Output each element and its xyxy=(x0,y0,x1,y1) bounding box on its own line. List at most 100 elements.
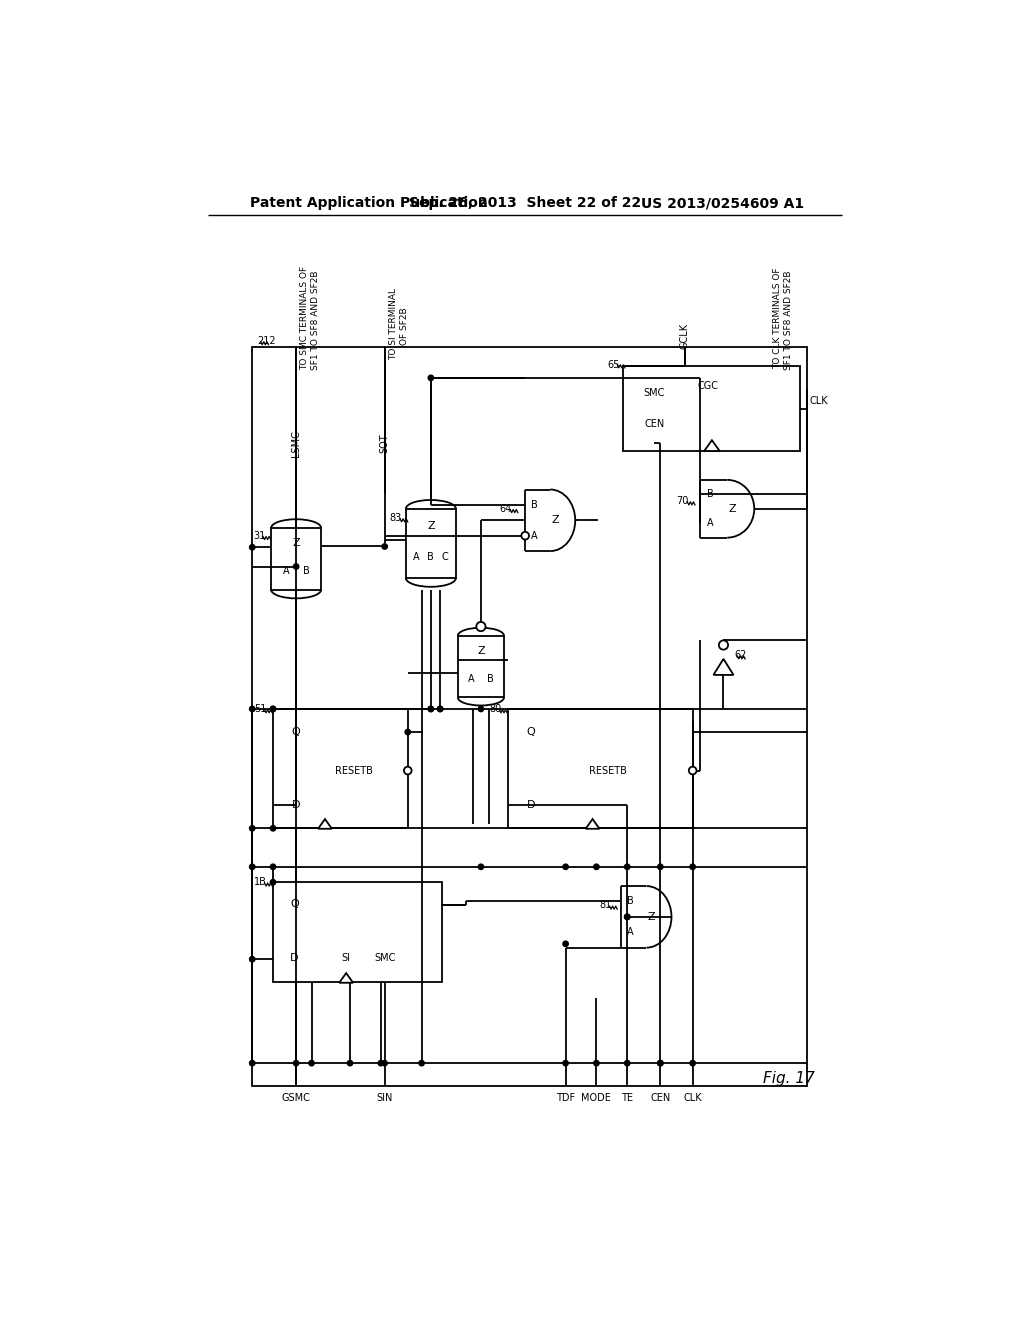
Text: 65: 65 xyxy=(607,360,620,370)
Bar xyxy=(252,347,807,1086)
Circle shape xyxy=(270,865,275,870)
Text: CLK: CLK xyxy=(683,1093,702,1102)
Circle shape xyxy=(250,1060,255,1065)
Text: Z: Z xyxy=(427,521,434,531)
Text: CEN: CEN xyxy=(644,418,665,429)
Text: 51: 51 xyxy=(255,704,267,714)
Circle shape xyxy=(378,1060,384,1065)
Text: CLK: CLK xyxy=(810,396,828,407)
Circle shape xyxy=(625,915,630,920)
Bar xyxy=(458,636,504,697)
Bar xyxy=(273,709,408,829)
Circle shape xyxy=(250,957,255,962)
Text: CEN: CEN xyxy=(650,1093,671,1102)
Polygon shape xyxy=(586,818,599,829)
Text: Fig. 17: Fig. 17 xyxy=(763,1071,815,1086)
Circle shape xyxy=(594,1060,599,1065)
Text: D: D xyxy=(526,800,536,810)
Text: TDF: TDF xyxy=(556,1093,575,1102)
Circle shape xyxy=(437,706,442,711)
Circle shape xyxy=(478,865,483,870)
Text: Q: Q xyxy=(526,727,536,737)
Text: B: B xyxy=(303,566,309,576)
Text: 31: 31 xyxy=(253,531,265,541)
Text: B: B xyxy=(707,490,714,499)
Circle shape xyxy=(563,941,568,946)
Text: RESETB: RESETB xyxy=(589,766,627,776)
Text: Z: Z xyxy=(551,515,559,525)
Circle shape xyxy=(270,879,275,884)
Circle shape xyxy=(563,1060,568,1065)
Circle shape xyxy=(625,865,630,870)
Circle shape xyxy=(250,825,255,832)
Text: TO SI TERMINAL: TO SI TERMINAL xyxy=(389,288,398,360)
Circle shape xyxy=(382,1060,387,1065)
Polygon shape xyxy=(339,973,353,983)
Bar xyxy=(273,882,442,982)
Circle shape xyxy=(270,706,275,711)
Text: Z: Z xyxy=(647,912,655,921)
Text: A: A xyxy=(283,566,290,576)
Text: SMC: SMC xyxy=(374,953,395,962)
Text: 70: 70 xyxy=(677,496,689,506)
Polygon shape xyxy=(714,659,733,675)
Circle shape xyxy=(270,706,275,711)
Text: 212: 212 xyxy=(258,335,276,346)
Circle shape xyxy=(689,767,696,775)
Text: 62: 62 xyxy=(734,649,746,660)
Text: B: B xyxy=(627,896,634,907)
Text: Sep. 26, 2013  Sheet 22 of 22: Sep. 26, 2013 Sheet 22 of 22 xyxy=(409,197,641,210)
Circle shape xyxy=(657,1060,663,1065)
Circle shape xyxy=(250,706,255,711)
Text: Z: Z xyxy=(292,539,300,548)
Circle shape xyxy=(250,545,255,550)
Circle shape xyxy=(294,564,299,569)
Text: SI: SI xyxy=(342,953,350,962)
Circle shape xyxy=(657,865,663,870)
Text: C: C xyxy=(441,552,449,562)
Text: 81: 81 xyxy=(600,900,611,911)
Text: 64: 64 xyxy=(500,504,512,513)
Circle shape xyxy=(347,1060,352,1065)
Text: TO SMC TERMINALS OF: TO SMC TERMINALS OF xyxy=(300,265,309,370)
Text: Q: Q xyxy=(290,899,299,908)
Circle shape xyxy=(406,730,411,735)
Text: SMC: SMC xyxy=(643,388,665,399)
Circle shape xyxy=(719,640,728,649)
Bar xyxy=(406,508,456,578)
Circle shape xyxy=(690,865,695,870)
Polygon shape xyxy=(705,441,720,451)
Text: A: A xyxy=(627,927,634,937)
Text: D: D xyxy=(292,800,300,810)
Circle shape xyxy=(657,1060,663,1065)
Circle shape xyxy=(428,706,433,711)
Text: LSMC: LSMC xyxy=(291,430,301,457)
Text: SF1 TO SF8 AND SF2B: SF1 TO SF8 AND SF2B xyxy=(784,271,794,370)
Circle shape xyxy=(428,706,433,711)
Circle shape xyxy=(270,825,275,832)
Text: MODE: MODE xyxy=(582,1093,611,1102)
Text: D: D xyxy=(291,953,299,962)
Text: 83: 83 xyxy=(389,513,401,523)
Bar xyxy=(508,709,692,829)
Circle shape xyxy=(382,544,387,549)
Circle shape xyxy=(563,865,568,870)
Text: SOT: SOT xyxy=(380,433,390,453)
Text: TO CLK TERMINALS OF: TO CLK TERMINALS OF xyxy=(773,267,782,368)
Circle shape xyxy=(476,622,485,631)
Text: Q: Q xyxy=(292,727,300,737)
Circle shape xyxy=(309,1060,314,1065)
Text: RESETB: RESETB xyxy=(335,766,373,776)
Circle shape xyxy=(521,532,529,540)
Circle shape xyxy=(294,1060,299,1065)
Text: 1B: 1B xyxy=(254,878,267,887)
Text: SF1 TO SF8 AND SF2B: SF1 TO SF8 AND SF2B xyxy=(311,271,319,370)
Text: CGC: CGC xyxy=(697,380,719,391)
Text: Patent Application Publication: Patent Application Publication xyxy=(250,197,487,210)
Circle shape xyxy=(625,1060,630,1065)
Circle shape xyxy=(403,767,412,775)
Text: B: B xyxy=(486,675,494,684)
Text: B: B xyxy=(530,500,538,510)
Circle shape xyxy=(250,865,255,870)
Text: A: A xyxy=(468,675,475,684)
